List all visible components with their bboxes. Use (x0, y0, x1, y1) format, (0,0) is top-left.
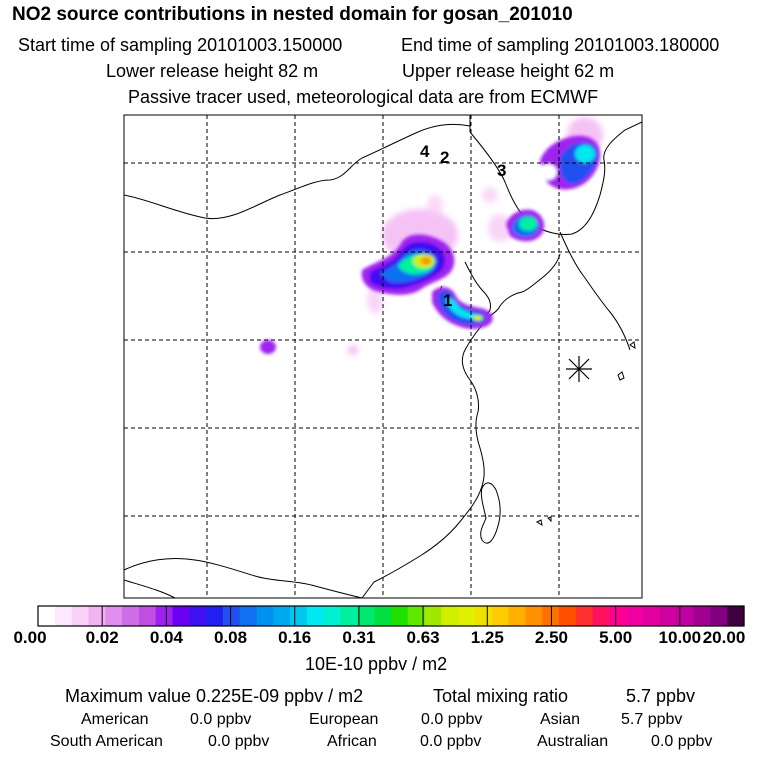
colorbar-unit: 10E-10 ppbv / m2 (305, 654, 448, 674)
colorbar-swatch (575, 606, 594, 626)
colorbar-swatch (306, 606, 325, 626)
colorbar-tick-label: 2.50 (534, 628, 568, 647)
colorbar-swatch (71, 606, 90, 626)
colorbar-swatch (357, 606, 375, 626)
colorbar-swatch (475, 606, 493, 626)
start-time-label: Start time of sampling 20101003.150000 (18, 35, 343, 55)
colorbar-swatch (643, 606, 661, 626)
colorbar-swatch (441, 606, 459, 626)
colorbar-swatch (105, 606, 123, 626)
map-grid (124, 115, 642, 598)
colorbar-swatch (155, 606, 174, 626)
colorbar-swatch (407, 606, 426, 626)
colorbar-swatch (239, 606, 258, 626)
colorbar-swatch (206, 606, 224, 626)
american-value: 0.0 ppbv (190, 711, 252, 728)
asian-value: 5.7 ppbv (621, 711, 683, 728)
colorbar-tick-label: 0.04 (149, 628, 183, 647)
colorbar-swatch (122, 606, 140, 626)
colorbar-swatch (424, 606, 443, 626)
total-mixing-value: 5.7 ppbv (626, 686, 696, 706)
colorbar-swatch (222, 606, 241, 626)
colorbar-swatch (676, 606, 695, 626)
colorbar-swatch (559, 606, 577, 626)
source-label-2: 2 (440, 148, 449, 167)
colorbar-tick-label: 1.25 (470, 628, 504, 647)
colorbar (37, 605, 745, 627)
colorbar-tick-label: 0.08 (213, 628, 248, 647)
colorbar-tick-label: 0.00 (13, 628, 47, 647)
colorbar-swatch (491, 606, 510, 626)
colorbar-swatch (508, 606, 527, 626)
colorbar-swatch (458, 606, 476, 626)
maximum-value: Maximum value 0.225E-09 ppbv / m2 (65, 686, 364, 706)
south-american-value: 0.0 ppbv (208, 733, 270, 750)
colorbar-swatch (727, 606, 745, 626)
colorbar-swatch (340, 606, 358, 626)
colorbar-swatch (659, 606, 678, 626)
african-value: 0.0 ppbv (420, 733, 482, 750)
european-label: European (309, 711, 379, 728)
south-american-label: South American (50, 733, 163, 750)
colorbar-swatch (374, 606, 392, 626)
colorbar-swatch (256, 606, 274, 626)
source-label-3: 3 (497, 161, 506, 180)
tracer-note: Passive tracer used, meteorological data… (128, 87, 599, 107)
colorbar-tick-label: 0.31 (342, 628, 376, 647)
concentration-field (260, 135, 601, 354)
colorbar-swatch (525, 606, 543, 626)
colorbar-swatch (172, 606, 190, 626)
colorbar-swatch (693, 606, 711, 626)
colorbar-swatch (710, 606, 728, 626)
colorbar-swatch (138, 606, 157, 626)
colorbar-swatch (592, 606, 611, 626)
african-label: African (327, 733, 377, 750)
american-label: American (81, 711, 149, 728)
european-value: 0.0 ppbv (421, 711, 483, 728)
upper-release-height: Upper release height 62 m (402, 61, 615, 81)
source-label-4: 4 (420, 142, 430, 161)
map-area (124, 115, 642, 598)
colorbar-swatch (88, 606, 106, 626)
colorbar-swatch (189, 606, 207, 626)
colorbar-tick-label: 0.63 (406, 628, 440, 647)
colorbar-tick-label: 0.16 (278, 628, 312, 647)
lower-release-height: Lower release height 82 m (106, 61, 319, 81)
colorbar-swatch (54, 606, 73, 626)
colorbar-swatch (323, 606, 342, 626)
colorbar-swatch (290, 606, 308, 626)
page-title: NO2 source contributions in nested domai… (12, 4, 573, 25)
colorbar-swatch (273, 606, 291, 626)
colorbar-tick-label: 0.02 (85, 628, 119, 647)
colorbar-frame (37, 605, 745, 627)
total-mixing-label: Total mixing ratio (433, 686, 569, 706)
colorbar-tick-label: 20.00 (702, 628, 746, 647)
colorbar-tick-label: 5.00 (599, 628, 633, 647)
colorbar-swatch (609, 606, 627, 626)
colorbar-swatch (38, 606, 56, 626)
australian-value: 0.0 ppbv (651, 733, 713, 750)
colorbar-tick-label: 10.00 (658, 628, 702, 647)
receptor-asterisk-icon (566, 356, 592, 382)
map-frame (123, 114, 643, 599)
asian-label: Asian (540, 711, 581, 728)
source-label-1: 1 (443, 291, 452, 310)
end-time-label: End time of sampling 20101003.180000 (401, 35, 720, 55)
australian-label: Australian (537, 733, 609, 750)
colorbar-swatch (626, 606, 644, 626)
colorbar-swatch (391, 606, 409, 626)
